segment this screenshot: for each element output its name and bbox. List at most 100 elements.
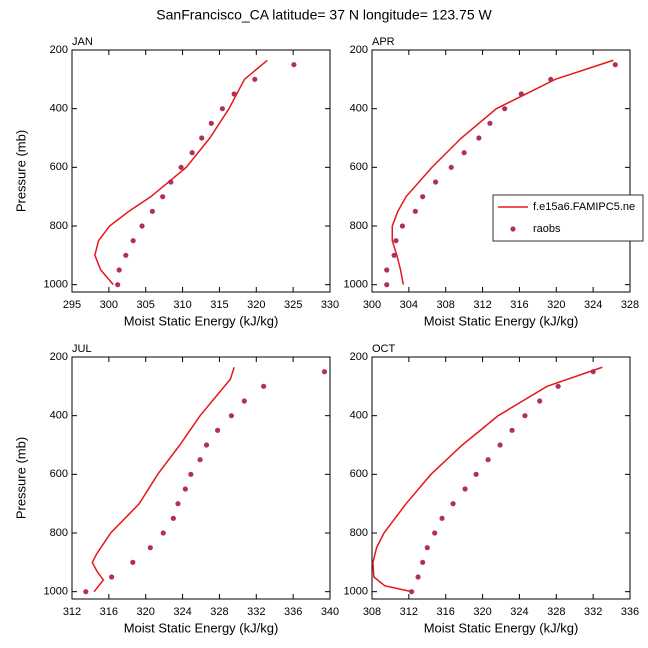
raob-point	[188, 471, 194, 477]
x-axis-label: Moist Static Energy (kJ/kg)	[124, 313, 279, 328]
raob-point	[228, 413, 235, 419]
panel: JUL 312 316 320 324 328 332 336 340 200 400 600 800 1…	[13, 343, 339, 636]
x-tick-label: 324	[510, 606, 528, 618]
raob-point	[497, 442, 503, 448]
x-tick-label: 316	[510, 299, 528, 311]
raob-point	[208, 120, 214, 126]
y-axis-label: Pressure (mb)	[13, 130, 28, 212]
x-tick-label: 336	[621, 606, 639, 618]
raob-point	[420, 559, 426, 565]
raob-point	[420, 194, 426, 200]
x-tick-label: 310	[173, 299, 191, 311]
x-tick-label: 328	[547, 606, 565, 618]
raob-point	[197, 457, 203, 463]
raob-point	[219, 106, 225, 112]
panel: APR 300 304 308 312 316 320 324 328 200 400 600 800 1…	[344, 36, 644, 328]
x-tick-label: 320	[547, 299, 565, 311]
x-tick-label: 336	[284, 606, 302, 618]
y-tick-label: 200	[350, 351, 368, 363]
raob-point	[199, 135, 205, 141]
x-tick-label: 324	[173, 606, 191, 618]
raob-point	[175, 501, 181, 507]
raob-point	[522, 413, 528, 419]
x-tick-label: 308	[437, 299, 455, 311]
raob-point	[182, 486, 188, 492]
x-tick-label: 320	[137, 606, 155, 618]
raob-point	[509, 427, 515, 433]
x-tick-label: 300	[100, 299, 118, 311]
x-tick-label: 328	[621, 299, 639, 311]
x-tick-label: 295	[63, 299, 81, 311]
legend: f.e15a6.FAMIPC5.ne raobs	[492, 194, 644, 242]
raob-point	[130, 238, 136, 244]
raob-point	[590, 369, 596, 375]
raob-point	[384, 282, 390, 288]
raob-point	[116, 267, 122, 273]
y-tick-label: 1000	[44, 586, 68, 598]
x-tick-label: 312	[473, 299, 491, 311]
legend-swatch	[510, 226, 516, 232]
y-tick-label: 800	[350, 220, 368, 232]
panel: OCT 308 312 316 320 324 328 332 336 200 400 600 800 1…	[344, 343, 640, 636]
raob-point	[537, 398, 543, 404]
raob-point	[412, 208, 418, 214]
x-tick-label: 300	[363, 299, 381, 311]
x-tick-label: 325	[284, 299, 302, 311]
y-tick-label: 200	[50, 351, 68, 363]
raob-point	[415, 574, 421, 580]
y-tick-label: 400	[50, 103, 68, 115]
raob-point	[462, 486, 468, 492]
raob-point	[612, 62, 618, 68]
y-tick-label: 800	[50, 527, 68, 539]
x-tick-label: 315	[210, 299, 228, 311]
y-tick-label: 1000	[344, 279, 368, 291]
raob-point	[241, 398, 247, 404]
y-tick-label: 200	[50, 44, 68, 56]
raob-point	[130, 559, 136, 565]
raob-point	[502, 106, 508, 112]
x-tick-label: 316	[100, 606, 118, 618]
raob-point	[461, 150, 467, 156]
raob-point	[160, 530, 166, 536]
raob-point	[147, 545, 153, 551]
x-axis-label: Moist Static Energy (kJ/kg)	[424, 620, 579, 635]
x-tick-label: 330	[321, 299, 339, 311]
y-tick-label: 200	[350, 44, 368, 56]
raob-point	[123, 252, 129, 258]
x-tick-label: 320	[473, 606, 491, 618]
panel-title: APR	[372, 36, 395, 48]
profile-line	[372, 366, 603, 593]
plot-frame	[71, 356, 331, 600]
raob-point	[548, 76, 554, 82]
plot-frame	[371, 356, 631, 600]
raob-point	[399, 223, 406, 229]
raob-point	[139, 223, 145, 229]
x-tick-label: 332	[247, 606, 265, 618]
raob-point	[432, 530, 438, 536]
y-tick-label: 1000	[344, 586, 368, 598]
x-tick-label: 324	[584, 299, 602, 311]
raob-point	[214, 427, 221, 433]
raob-point	[473, 471, 479, 477]
legend-label: f.e15a6.FAMIPC5.ne	[533, 201, 635, 213]
y-tick-label: 600	[50, 468, 68, 480]
y-tick-label: 800	[50, 220, 68, 232]
y-tick-label: 600	[350, 161, 368, 173]
raob-point	[189, 150, 195, 156]
raob-point	[203, 442, 210, 448]
y-axis-label: Pressure (mb)	[13, 437, 28, 519]
y-tick-label: 400	[50, 410, 68, 422]
raob-point	[261, 383, 267, 389]
y-tick-label: 600	[50, 161, 68, 173]
x-tick-label: 312	[63, 606, 81, 618]
raob-point	[485, 457, 491, 463]
x-axis-label: Moist Static Energy (kJ/kg)	[124, 620, 279, 635]
raob-point	[391, 252, 397, 258]
raob-point	[252, 76, 258, 82]
panel: JAN 295 300 305 310 315 320 325 330 200 400 600 800 1…	[13, 36, 339, 329]
raob-point	[424, 545, 430, 551]
profile-line	[391, 59, 614, 285]
x-tick-label: 340	[321, 606, 339, 618]
